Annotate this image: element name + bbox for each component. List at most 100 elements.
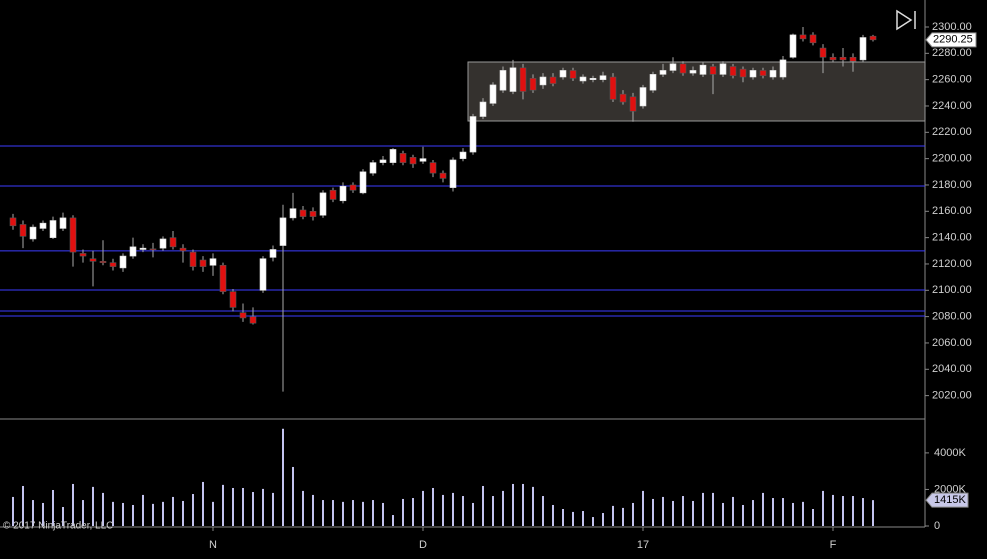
y-tick-label: 2280.00	[932, 47, 972, 59]
volume-bar	[522, 483, 524, 526]
candle-body	[789, 34, 797, 58]
volume-bar	[562, 509, 564, 526]
volume-bar	[342, 501, 344, 526]
volume-bar	[422, 490, 424, 526]
volume-bar	[222, 484, 224, 526]
candle-body	[799, 34, 807, 40]
y-tick-label: 2040.00	[932, 363, 972, 375]
candle-body	[649, 74, 657, 91]
candle-body	[739, 68, 747, 78]
volume-bar	[282, 428, 284, 526]
candle-body	[509, 67, 517, 92]
candle-body	[869, 35, 877, 41]
volume-bar	[702, 492, 704, 526]
candle-body	[819, 47, 827, 58]
candle-body	[849, 56, 857, 62]
volume-bar	[212, 501, 214, 526]
volume-bar	[732, 496, 734, 526]
candle-body	[29, 226, 37, 240]
volume-bar	[512, 483, 514, 526]
candle-body	[419, 158, 427, 162]
candle-body	[529, 78, 537, 91]
volume-bar	[672, 500, 674, 526]
volume-bar	[142, 494, 144, 526]
play-icon[interactable]	[896, 9, 916, 31]
y-tick-label: 2060.00	[932, 337, 972, 349]
y-tick-label: 2220.00	[932, 126, 972, 138]
candle-body	[429, 162, 437, 174]
volume-bar	[452, 492, 454, 526]
candle-body	[379, 159, 387, 163]
candle-body	[249, 316, 257, 324]
candle-body	[749, 70, 757, 78]
candle-body	[499, 70, 507, 91]
volume-bar	[332, 500, 334, 526]
volume-bar	[872, 500, 874, 526]
volume-bar	[472, 502, 474, 526]
candle-body	[69, 217, 77, 253]
candle-body	[99, 261, 107, 263]
volume-tick-label: 4000K	[934, 447, 966, 459]
candle-body	[519, 67, 527, 92]
volume-bar	[842, 496, 844, 526]
y-tick-label: 2020.00	[932, 390, 972, 402]
y-tick-label: 2080.00	[932, 311, 972, 323]
candle-body	[589, 78, 597, 80]
candle-body	[669, 63, 677, 71]
candle-body	[329, 189, 337, 200]
candle-body	[599, 75, 607, 80]
volume-bar	[182, 500, 184, 526]
candle-body	[459, 151, 467, 159]
candle-body	[79, 253, 87, 257]
volume-bar	[42, 502, 44, 526]
y-tick-label: 2120.00	[932, 258, 972, 270]
volume-bar	[322, 500, 324, 526]
volume-bar	[742, 504, 744, 526]
candle-body	[449, 159, 457, 188]
volume-bar	[492, 496, 494, 526]
candle-body	[389, 149, 397, 163]
candle-body	[479, 101, 487, 117]
volume-bar	[602, 513, 604, 526]
volume-bar	[792, 502, 794, 526]
volume-bar	[642, 490, 644, 526]
y-tick-label: 2240.00	[932, 100, 972, 112]
volume-bar	[362, 501, 364, 526]
volume-bar	[92, 486, 94, 526]
candle-body	[539, 76, 547, 86]
volume-bar	[122, 502, 124, 526]
volume-bar	[432, 487, 434, 526]
candle-body	[549, 76, 557, 84]
volume-bar	[402, 498, 404, 526]
volume-bar	[132, 504, 134, 526]
x-tick-label: 17	[637, 539, 649, 551]
candle-body	[219, 264, 227, 292]
y-tick-label: 2180.00	[932, 179, 972, 191]
volume-bar	[802, 501, 804, 526]
candle-body	[149, 248, 157, 251]
candle-body	[359, 171, 367, 194]
candle-body	[489, 84, 497, 104]
volume-bar	[822, 490, 824, 526]
y-tick-label: 2300.00	[932, 21, 972, 33]
candle-body	[829, 56, 837, 61]
volume-bar	[172, 496, 174, 526]
volume-bar	[162, 501, 164, 526]
candle-body	[109, 262, 117, 267]
volume-bar	[262, 488, 264, 526]
volume-bar	[412, 498, 414, 526]
play-triangle[interactable]	[896, 9, 913, 31]
candle-body	[139, 247, 147, 250]
candle-body	[469, 116, 477, 153]
candle-body	[259, 258, 267, 291]
volume-bar	[682, 496, 684, 526]
volume-bar	[22, 485, 24, 526]
last-price-label: 2290.25	[933, 34, 973, 46]
volume-bar	[652, 498, 654, 526]
candle-body	[709, 66, 717, 75]
volume-bar	[862, 498, 864, 526]
volume-bar	[242, 487, 244, 526]
volume-bar	[712, 492, 714, 526]
volume-bar	[292, 466, 294, 526]
candle-body	[129, 246, 137, 257]
